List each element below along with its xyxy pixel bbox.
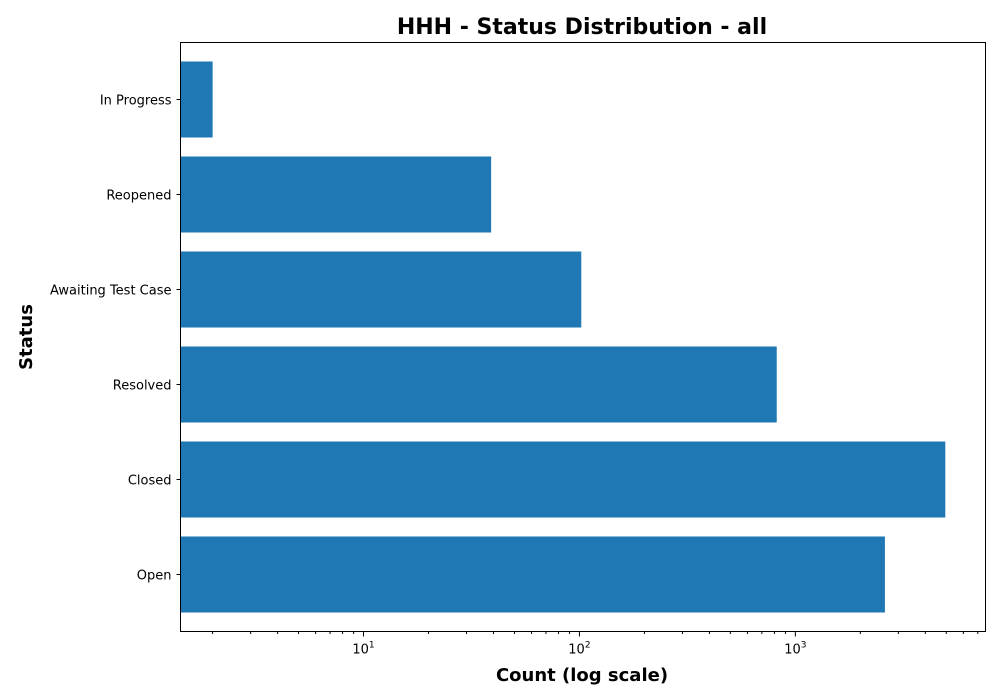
- x-tick-label: 101: [352, 641, 374, 658]
- plot-frame: [180, 42, 986, 632]
- y-tick-label: Awaiting Test Case: [50, 284, 171, 299]
- x-axis-label: Count (log scale): [496, 665, 668, 686]
- x-tick-label: 102: [568, 641, 590, 658]
- bar-in-progress: [180, 61, 213, 138]
- y-tick-label: Reopened: [106, 189, 171, 204]
- bar-open: [180, 536, 885, 613]
- bar-closed: [180, 441, 946, 518]
- chart-title: HHH - Status Distribution - all: [397, 15, 767, 40]
- y-tick-label: Resolved: [113, 379, 172, 394]
- x-ticks-group: 101 102 103: [212, 631, 979, 658]
- y-axis-label: Status: [16, 304, 37, 370]
- y-tick-label: Open: [137, 569, 172, 584]
- y-tick-label: Closed: [128, 474, 172, 489]
- bar-resolved: [180, 346, 777, 423]
- y-tick-label: In Progress: [100, 94, 172, 109]
- x-tick-label: 103: [784, 641, 806, 658]
- bar-awaiting-test-case: [180, 251, 582, 328]
- bar-reopened: [180, 156, 492, 233]
- bars-group: [180, 61, 946, 613]
- y-ticks-group: Open Closed Resolved Awaiting Test Case Reop…: [50, 94, 181, 584]
